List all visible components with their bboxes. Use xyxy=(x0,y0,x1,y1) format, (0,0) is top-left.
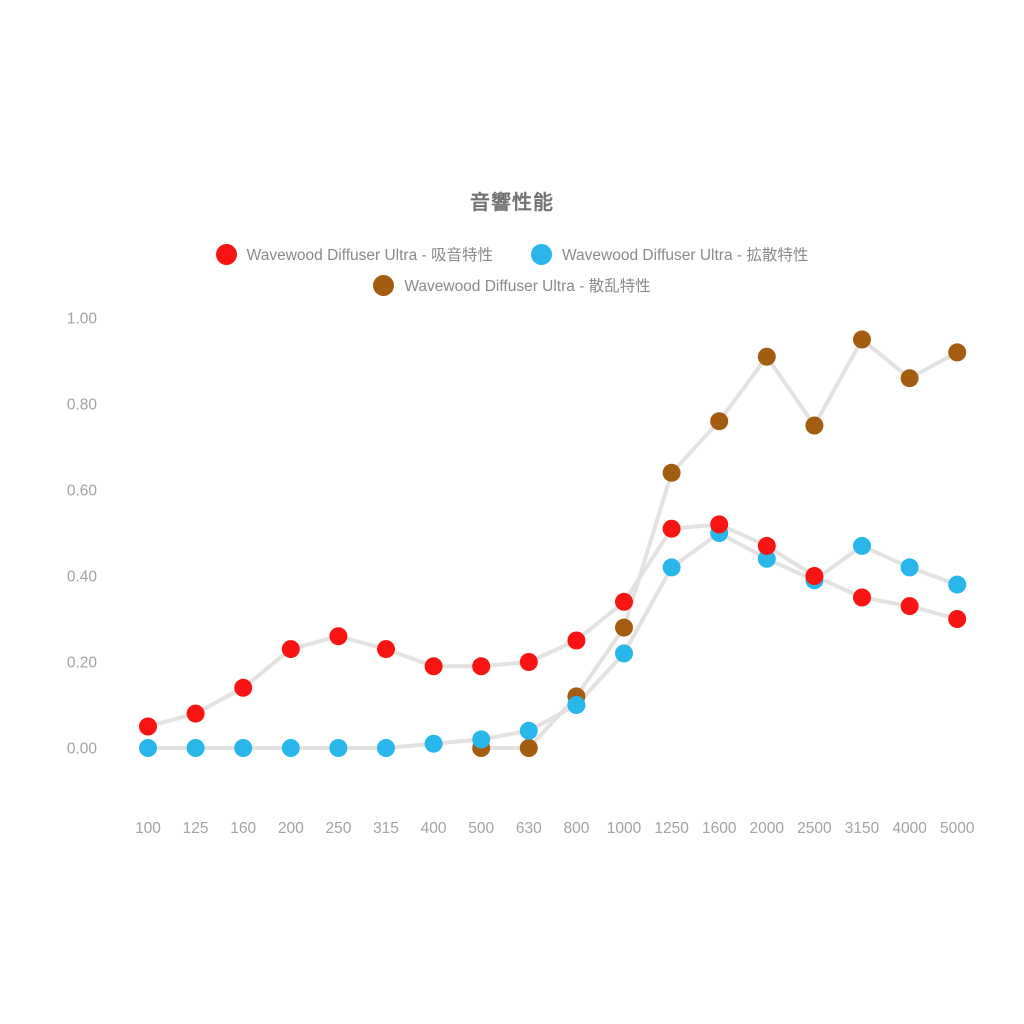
x-axis-tick-label: 160 xyxy=(230,820,256,837)
legend-marker-absorption-icon xyxy=(215,243,237,265)
y-axis-tick-label: 0.20 xyxy=(67,655,98,672)
data-point xyxy=(948,575,967,594)
x-axis-tick-label: 2000 xyxy=(750,820,785,837)
data-point xyxy=(519,721,538,740)
data-point xyxy=(424,734,443,753)
legend-marker-diffusion-icon xyxy=(531,243,552,265)
data-point xyxy=(805,416,824,435)
data-point xyxy=(234,739,253,757)
data-point xyxy=(139,739,157,757)
data-point xyxy=(900,369,919,388)
x-axis-tick-label: 125 xyxy=(183,820,209,837)
data-point xyxy=(662,519,681,538)
data-point xyxy=(567,696,586,714)
legend-marker-scattering-icon xyxy=(373,274,395,296)
data-point xyxy=(900,558,919,577)
legend-item-absorption[interactable]: Wavewood Diffuser Ultra - 吸音特性 xyxy=(215,243,493,265)
data-point xyxy=(377,640,395,659)
data-point xyxy=(710,515,729,534)
x-axis-tick-label: 5000 xyxy=(940,820,975,837)
x-axis-tick-label: 100 xyxy=(135,820,161,837)
data-point xyxy=(281,739,300,757)
data-point xyxy=(757,549,776,568)
data-point xyxy=(757,347,776,366)
data-point xyxy=(377,739,395,757)
data-point xyxy=(662,558,681,577)
legend-label-scattering: Wavewood Diffuser Ultra - 散乱特性 xyxy=(404,278,651,295)
x-axis-tick-label: 250 xyxy=(325,820,351,837)
data-point xyxy=(805,567,824,585)
data-point xyxy=(567,631,586,650)
y-axis-tick-label: 0.60 xyxy=(67,483,98,500)
data-point xyxy=(519,739,538,757)
data-point xyxy=(757,536,776,555)
data-point xyxy=(615,644,633,663)
data-point xyxy=(424,657,443,676)
data-point xyxy=(948,343,967,362)
data-point xyxy=(615,618,633,637)
x-axis-tick-label: 800 xyxy=(563,820,589,837)
x-axis-tick-label: 200 xyxy=(278,820,304,837)
data-point xyxy=(900,597,919,616)
series-line xyxy=(146,522,960,729)
x-axis-tick-label: 400 xyxy=(421,820,447,837)
x-axis-tick-label: 630 xyxy=(516,820,542,837)
series-line xyxy=(146,531,960,750)
data-point xyxy=(234,678,253,697)
x-axis-tick-label: 1250 xyxy=(654,820,689,837)
legend-label-diffusion: Wavewood Diffuser Ultra - 拡散特性 xyxy=(562,247,809,264)
data-point xyxy=(710,412,729,431)
data-point xyxy=(472,657,491,676)
data-point xyxy=(329,739,348,757)
x-axis-tick-label: 1600 xyxy=(702,820,737,837)
y-axis-tick-label: 1.00 xyxy=(67,311,98,328)
y-axis-tick-label: 0.80 xyxy=(67,397,98,414)
data-point xyxy=(519,653,538,671)
data-point xyxy=(186,704,205,723)
x-axis-tick-label: 500 xyxy=(468,820,494,837)
data-point xyxy=(615,592,633,611)
data-point xyxy=(853,536,871,555)
chart-legend: Wavewood Diffuser Ultra - 吸音特性 Wavewood … xyxy=(162,243,862,296)
data-point xyxy=(853,330,871,349)
x-axis-tick-label: 3150 xyxy=(845,820,880,837)
legend-item-diffusion[interactable]: Wavewood Diffuser Ultra - 拡散特性 xyxy=(531,243,808,265)
data-point xyxy=(186,739,205,757)
data-point xyxy=(139,717,157,736)
data-point xyxy=(281,640,300,659)
legend-label-absorption: Wavewood Diffuser Ultra - 吸音特性 xyxy=(246,247,493,264)
data-point xyxy=(853,588,871,607)
data-point xyxy=(472,730,491,749)
series-line xyxy=(479,337,960,750)
x-axis-tick-label: 2500 xyxy=(797,820,832,837)
x-axis-tick-label: 1000 xyxy=(607,820,642,837)
legend-item-scattering[interactable]: Wavewood Diffuser Ultra - 散乱特性 xyxy=(373,274,651,296)
y-axis-tick-label: 0.40 xyxy=(67,569,98,586)
y-axis-tick-label: 0.00 xyxy=(67,741,98,758)
x-axis-tick-label: 315 xyxy=(373,820,399,837)
data-point xyxy=(329,627,348,646)
data-point xyxy=(948,610,967,628)
data-point xyxy=(662,463,681,482)
chart-title: 音響性能 xyxy=(470,192,554,214)
x-axis-tick-label: 4000 xyxy=(892,820,927,837)
